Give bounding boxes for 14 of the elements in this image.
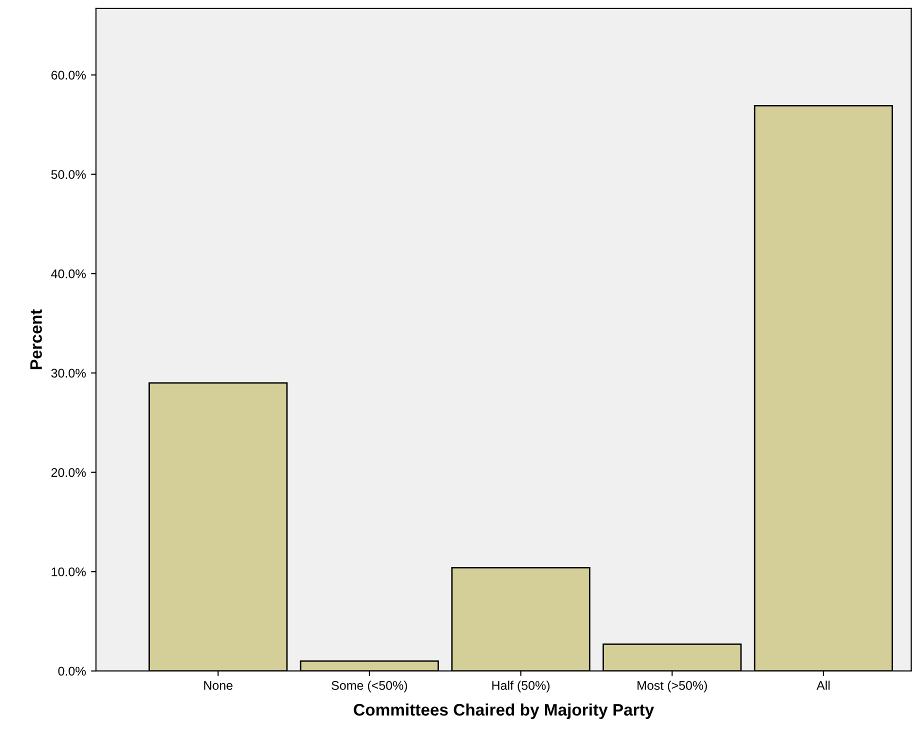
y-tick-label: 20.0% [51,468,86,477]
y-tick-label: 60.0% [51,70,86,80]
x-tick-label: None [204,681,232,690]
x-tick-label: All [816,680,830,690]
y-tick-label: 0.0% [58,666,86,676]
x-tick-label: Most (>50%) [638,680,707,692]
y-tick-label: 30.0% [51,368,86,378]
x-tick-label: Half (50%) [492,680,550,692]
x-axis-title: Committees Chaired by Majority Party [354,703,654,720]
y-tick-label: 10.0% [52,567,86,576]
x-tick-label: Some (<50%) [332,680,408,692]
y-tick-label: 40.0% [51,269,86,278]
y-tick-label: 50.0% [51,170,86,179]
y-axis-title: Percent [30,309,42,370]
